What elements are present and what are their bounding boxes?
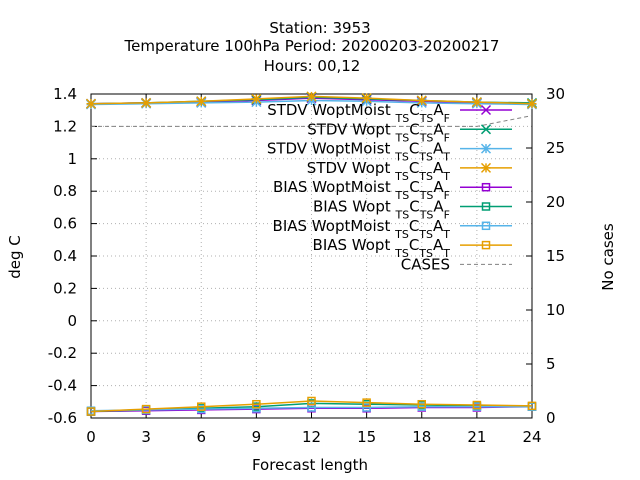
series-layer xyxy=(85,91,538,416)
y-axis-label: deg C xyxy=(6,235,24,279)
y2-tick-label: 25 xyxy=(546,139,565,157)
data-point-stroke xyxy=(362,403,371,412)
data-point-stroke xyxy=(417,399,426,409)
data-point xyxy=(471,97,482,108)
series-3 xyxy=(85,91,538,109)
data-point xyxy=(527,401,537,411)
legend-sample-marker-stroke xyxy=(480,104,492,116)
data-point xyxy=(416,95,427,106)
y2-axis-label: No cases xyxy=(599,223,617,291)
series-line xyxy=(90,405,533,413)
x-axis-label: Forecast length xyxy=(252,456,368,474)
y-tick-label: 0 xyxy=(67,312,77,330)
data-point xyxy=(417,399,426,409)
data-point xyxy=(141,404,151,414)
y-tick-label: 0.6 xyxy=(53,215,77,233)
legend-sample-marker-stroke xyxy=(481,240,491,250)
x-tick-label: 0 xyxy=(86,428,96,446)
y2-tick-label: 20 xyxy=(546,193,565,211)
data-point xyxy=(252,399,261,409)
series-line xyxy=(90,405,532,412)
data-point xyxy=(526,98,538,109)
legend-label: CASES xyxy=(401,255,450,273)
series-7 xyxy=(86,396,537,416)
legend-sample-marker xyxy=(480,124,492,135)
y-tick-label: -0.6 xyxy=(48,409,77,427)
data-point xyxy=(197,402,206,411)
y-tick-label: 1 xyxy=(67,150,77,168)
legend-label: BIAS Wopt TSCTSAF xyxy=(313,198,450,222)
data-point-stroke xyxy=(472,400,482,410)
data-point xyxy=(196,96,207,107)
data-point xyxy=(141,97,152,108)
y-tick-label: 0.8 xyxy=(53,182,77,200)
legend-sample-marker xyxy=(480,104,492,116)
legend-sample-marker xyxy=(481,221,491,231)
data-point-stroke xyxy=(252,399,261,409)
tick-labels: 0 3 6 9 12 15 18 21 24-0.6-0.4-0.200.20.40.60.81… xyxy=(48,85,565,446)
data-point-stroke xyxy=(362,398,371,407)
x-tick-label: 21 xyxy=(467,428,486,446)
legend-label: BIAS Wopt TSCTSAT xyxy=(313,236,451,260)
legend-sample-marker xyxy=(481,202,491,211)
x-tick-label: 3 xyxy=(141,428,151,446)
legend-label: STDV WoptMoist TSCTSAF xyxy=(267,101,450,125)
legend-sample-marker xyxy=(481,240,491,250)
x-tick-label: 6 xyxy=(196,428,206,446)
data-point-stroke xyxy=(527,401,537,411)
data-point xyxy=(251,93,262,104)
legend-sample-marker xyxy=(481,182,491,192)
data-point xyxy=(85,98,97,109)
y2-tick-label: 10 xyxy=(546,301,565,319)
x-tick-label: 12 xyxy=(302,428,321,446)
data-point-stroke xyxy=(197,402,206,411)
chart-title: Station: 3953 Temperature 100hPa Period:… xyxy=(124,19,500,75)
series-8 xyxy=(91,115,533,127)
y-tick-label: 0.4 xyxy=(53,247,77,265)
legend-sample-marker xyxy=(480,162,492,173)
title-line-hours: Hours: 00,12 xyxy=(264,57,361,75)
y-tick-label: -0.2 xyxy=(48,344,77,362)
legend-label: BIAS WoptMoist TSCTSAT xyxy=(273,217,451,241)
legend-sample-marker-stroke xyxy=(481,182,491,192)
title-line-parameter-period: Temperature 100hPa Period: 20200203-2020… xyxy=(124,37,500,55)
data-point xyxy=(361,93,372,104)
legend-sample-marker-stroke xyxy=(481,221,491,231)
legend-sample-marker-stroke xyxy=(481,202,491,211)
y-tick-label: 1.2 xyxy=(53,117,77,135)
x-tick-label: 18 xyxy=(412,428,431,446)
y2-tick-label: 15 xyxy=(546,247,565,265)
data-point xyxy=(307,396,316,406)
legend-label: STDV Wopt TSCTSAF xyxy=(307,120,450,144)
x-tick-label: 9 xyxy=(252,428,262,446)
y2-tick-label: 5 xyxy=(546,355,556,373)
data-point xyxy=(306,91,317,102)
data-point xyxy=(86,407,96,416)
legend-sample-marker-stroke xyxy=(480,124,492,135)
legend-label: BIAS WoptMoist TSCTSAF xyxy=(273,178,450,202)
x-tick-label: 24 xyxy=(522,428,541,446)
data-point-stroke xyxy=(141,404,151,414)
series-line xyxy=(91,115,533,127)
y-tick-label: 1.4 xyxy=(53,85,77,103)
data-point xyxy=(362,403,371,412)
y-tick-label: -0.4 xyxy=(48,377,77,395)
legend-label: STDV WoptMoist TSCTSAT xyxy=(267,140,450,164)
y-tick-label: 0.2 xyxy=(53,279,77,297)
x-tick-label: 15 xyxy=(357,428,376,446)
legend-label: STDV Wopt TSCTSAT xyxy=(307,159,450,183)
y2-tick-label: 0 xyxy=(546,409,556,427)
data-point xyxy=(362,398,371,407)
legend-sample-marker xyxy=(480,143,492,154)
series-line xyxy=(90,400,533,413)
y2-tick-label: 30 xyxy=(546,85,565,103)
data-point-stroke xyxy=(307,396,316,406)
data-point xyxy=(472,400,482,410)
title-line-station: Station: 3953 xyxy=(269,19,370,37)
data-point-stroke xyxy=(86,407,96,416)
